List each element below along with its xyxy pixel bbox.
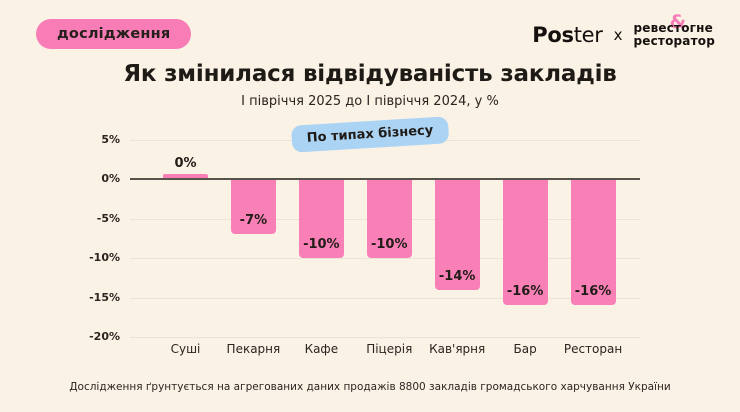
chart-bar xyxy=(570,179,616,306)
bar-value-label: -10% xyxy=(303,237,340,252)
bar-value-label: -14% xyxy=(438,268,476,284)
x-axis-category-label: Ресторан xyxy=(563,342,623,356)
partner-logo-line1: ревестогне xyxy=(633,22,715,35)
chart-bar xyxy=(502,179,548,306)
bar-value-label: -10% xyxy=(370,237,408,252)
y-axis-tick-label: -10% xyxy=(89,251,120,264)
x-axis-category-label: Кафе xyxy=(304,342,339,356)
bar-value-label: -7% xyxy=(239,213,268,229)
partner-word-stogne: стогне xyxy=(666,21,713,35)
partner-word-reve: реве xyxy=(633,21,667,35)
x-axis-category-label: Бар xyxy=(513,342,537,356)
partner-logo: & ревестогне ресторатор xyxy=(633,12,715,48)
page-title: Як змінилася відвідуваність закладів xyxy=(123,61,617,87)
x-axis-category-label: Кав'ярня xyxy=(429,342,486,356)
y-axis-tick-label: 0% xyxy=(101,172,120,185)
y-axis-tick-label: -15% xyxy=(89,290,120,304)
gridline xyxy=(130,258,640,259)
x-axis-category-label: Піцерія xyxy=(366,342,413,356)
y-axis-tick-label: -20% xyxy=(89,330,120,343)
chart-bar xyxy=(298,179,344,258)
poster-logo-light: ter xyxy=(573,22,603,47)
bar-value-label: -16% xyxy=(574,284,612,300)
x-axis-category-label: Суші xyxy=(170,342,201,356)
page-subtitle: І півріччя 2025 до І півріччя 2024, у % xyxy=(241,94,499,109)
chart-bar xyxy=(366,179,412,258)
poster-logo: Poster xyxy=(532,22,603,47)
gridline xyxy=(130,337,640,338)
y-axis-tick-label: 5% xyxy=(101,132,120,146)
research-badge: дослідження xyxy=(36,19,192,49)
chart-bar xyxy=(163,174,208,179)
chart-bar xyxy=(230,179,276,235)
gridline xyxy=(130,297,640,299)
footnote: Дослідження ґрунтується на агрегованих д… xyxy=(69,381,671,393)
logo-separator-x: x xyxy=(613,25,623,44)
bar-value-label: 0% xyxy=(174,156,197,171)
logo-row: Poster x & ревестогне ресторатор xyxy=(532,12,715,48)
poster-logo-bold: Pos xyxy=(532,22,574,47)
chart-bar xyxy=(434,179,480,290)
zero-axis-line xyxy=(130,178,640,180)
x-axis-category-label: Пекарня xyxy=(226,342,281,356)
bar-value-label: -16% xyxy=(506,284,544,300)
ampersand-icon: & xyxy=(669,11,687,33)
y-axis-tick-label: -5% xyxy=(96,211,120,225)
partner-logo-line2: ресторатор xyxy=(633,33,715,48)
